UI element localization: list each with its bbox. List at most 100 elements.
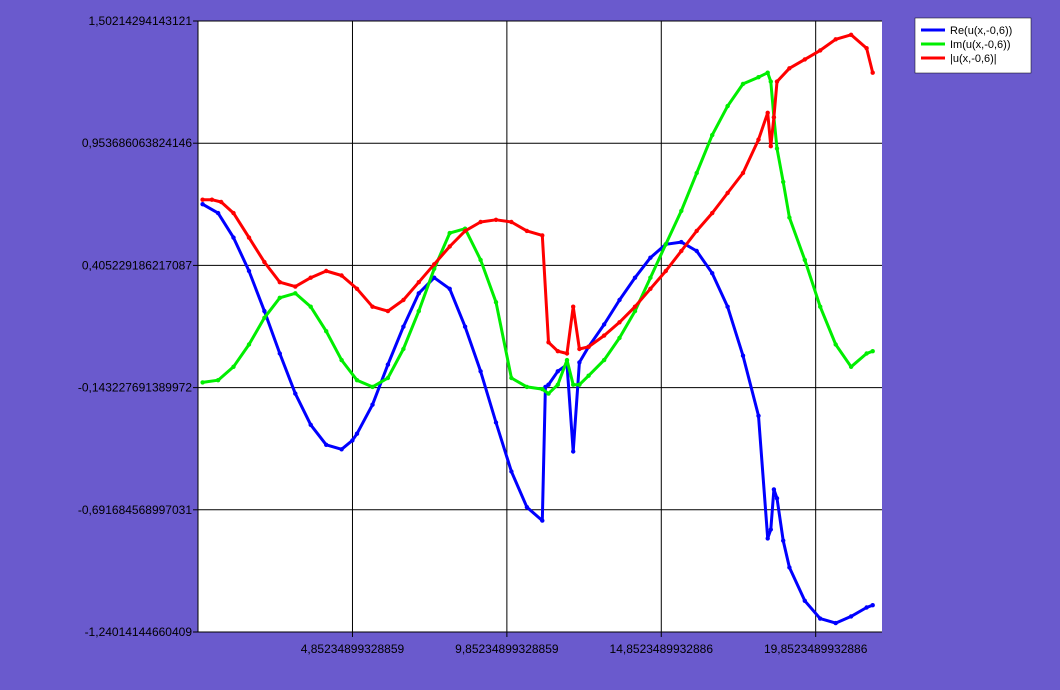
series-point bbox=[870, 70, 875, 75]
series-point bbox=[339, 357, 344, 363]
series-point bbox=[571, 449, 576, 454]
series-point bbox=[493, 217, 499, 222]
series-point bbox=[354, 431, 360, 436]
series-point bbox=[870, 349, 875, 354]
series-point bbox=[577, 382, 582, 387]
axes bbox=[193, 20, 882, 637]
series-point bbox=[231, 235, 236, 240]
series-point bbox=[787, 66, 792, 71]
series-point bbox=[564, 351, 570, 356]
y-tick-label: 0,405229186217087 bbox=[82, 258, 192, 272]
series-point bbox=[324, 268, 329, 274]
series-point bbox=[848, 614, 854, 619]
series-point bbox=[781, 538, 786, 543]
series-point bbox=[354, 286, 360, 291]
series-point bbox=[524, 505, 530, 510]
series-point bbox=[617, 335, 622, 341]
series-point bbox=[564, 357, 570, 363]
series-point bbox=[586, 373, 591, 378]
plot-area bbox=[198, 21, 882, 632]
series-point bbox=[725, 304, 730, 309]
series-point bbox=[617, 320, 622, 325]
series-point bbox=[416, 308, 421, 314]
series-point bbox=[768, 527, 773, 532]
series-point bbox=[818, 304, 823, 309]
series-point bbox=[462, 228, 468, 234]
series-point bbox=[768, 144, 773, 149]
y-tick-label: -0,143227691389972 bbox=[78, 381, 192, 395]
series-point bbox=[262, 259, 267, 265]
series-point bbox=[246, 342, 252, 347]
series-point bbox=[771, 115, 777, 120]
series-point bbox=[648, 286, 653, 291]
series-point bbox=[694, 170, 699, 176]
series-point bbox=[478, 369, 483, 374]
series-point bbox=[679, 248, 684, 254]
series-point bbox=[848, 364, 854, 369]
series-point bbox=[601, 322, 607, 327]
series-point bbox=[601, 333, 607, 338]
series-point bbox=[802, 57, 807, 62]
series-point bbox=[787, 215, 792, 220]
series-point bbox=[774, 146, 780, 151]
series-point bbox=[231, 364, 236, 369]
series-lines bbox=[200, 32, 875, 626]
legend: Re(u(x,-0,6)) Im(u(x,-0,6)) |u(x,-0,6)| bbox=[914, 17, 1032, 74]
series-point bbox=[308, 275, 313, 280]
series-point bbox=[648, 255, 653, 260]
series-point bbox=[756, 137, 761, 142]
series-point bbox=[833, 620, 838, 626]
series-point bbox=[546, 340, 551, 345]
series-point bbox=[219, 199, 224, 205]
series-point bbox=[277, 280, 282, 285]
series-line-1 bbox=[202, 71, 874, 396]
series-point bbox=[524, 228, 530, 234]
series-point bbox=[432, 262, 437, 267]
series-point bbox=[601, 357, 607, 363]
series-point bbox=[401, 346, 406, 352]
series-point bbox=[765, 536, 770, 541]
legend-label: |u(x,-0,6)| bbox=[950, 53, 997, 65]
series-point bbox=[864, 605, 869, 610]
series-point bbox=[447, 244, 452, 249]
series-point bbox=[740, 81, 746, 87]
series-point bbox=[262, 315, 267, 320]
series-point bbox=[215, 378, 221, 383]
series-point bbox=[509, 469, 514, 474]
series-point bbox=[370, 384, 375, 390]
y-tick-label: -1,24014144660409 bbox=[85, 625, 193, 639]
series-point bbox=[632, 275, 638, 280]
series-point bbox=[200, 380, 205, 385]
series-point bbox=[555, 382, 560, 387]
series-point bbox=[277, 295, 282, 300]
series-point bbox=[679, 208, 684, 214]
series-point bbox=[663, 242, 668, 247]
series-point bbox=[308, 422, 313, 427]
series-point bbox=[293, 291, 298, 296]
series-point bbox=[246, 268, 252, 274]
series-point bbox=[679, 239, 684, 245]
series-point bbox=[478, 257, 483, 263]
series-point bbox=[768, 79, 773, 84]
series-point bbox=[555, 369, 560, 374]
series-point bbox=[648, 275, 653, 280]
series-point bbox=[339, 447, 344, 452]
series-point bbox=[385, 362, 391, 367]
series-point bbox=[774, 496, 780, 501]
series-point bbox=[586, 344, 591, 349]
legend-label: Im(u(x,-0,6)) bbox=[950, 39, 1011, 51]
series-point bbox=[771, 487, 777, 492]
series-point bbox=[447, 286, 452, 291]
series-point bbox=[617, 297, 622, 303]
series-point bbox=[818, 48, 823, 53]
series-point bbox=[432, 275, 437, 280]
series-point bbox=[774, 79, 780, 84]
series-point bbox=[416, 280, 421, 285]
series-point bbox=[710, 210, 715, 216]
series-point bbox=[293, 391, 298, 396]
series-point bbox=[370, 402, 375, 407]
series-point bbox=[354, 378, 360, 383]
series-point bbox=[478, 219, 483, 225]
series-point bbox=[215, 210, 221, 216]
series-point bbox=[818, 616, 823, 621]
